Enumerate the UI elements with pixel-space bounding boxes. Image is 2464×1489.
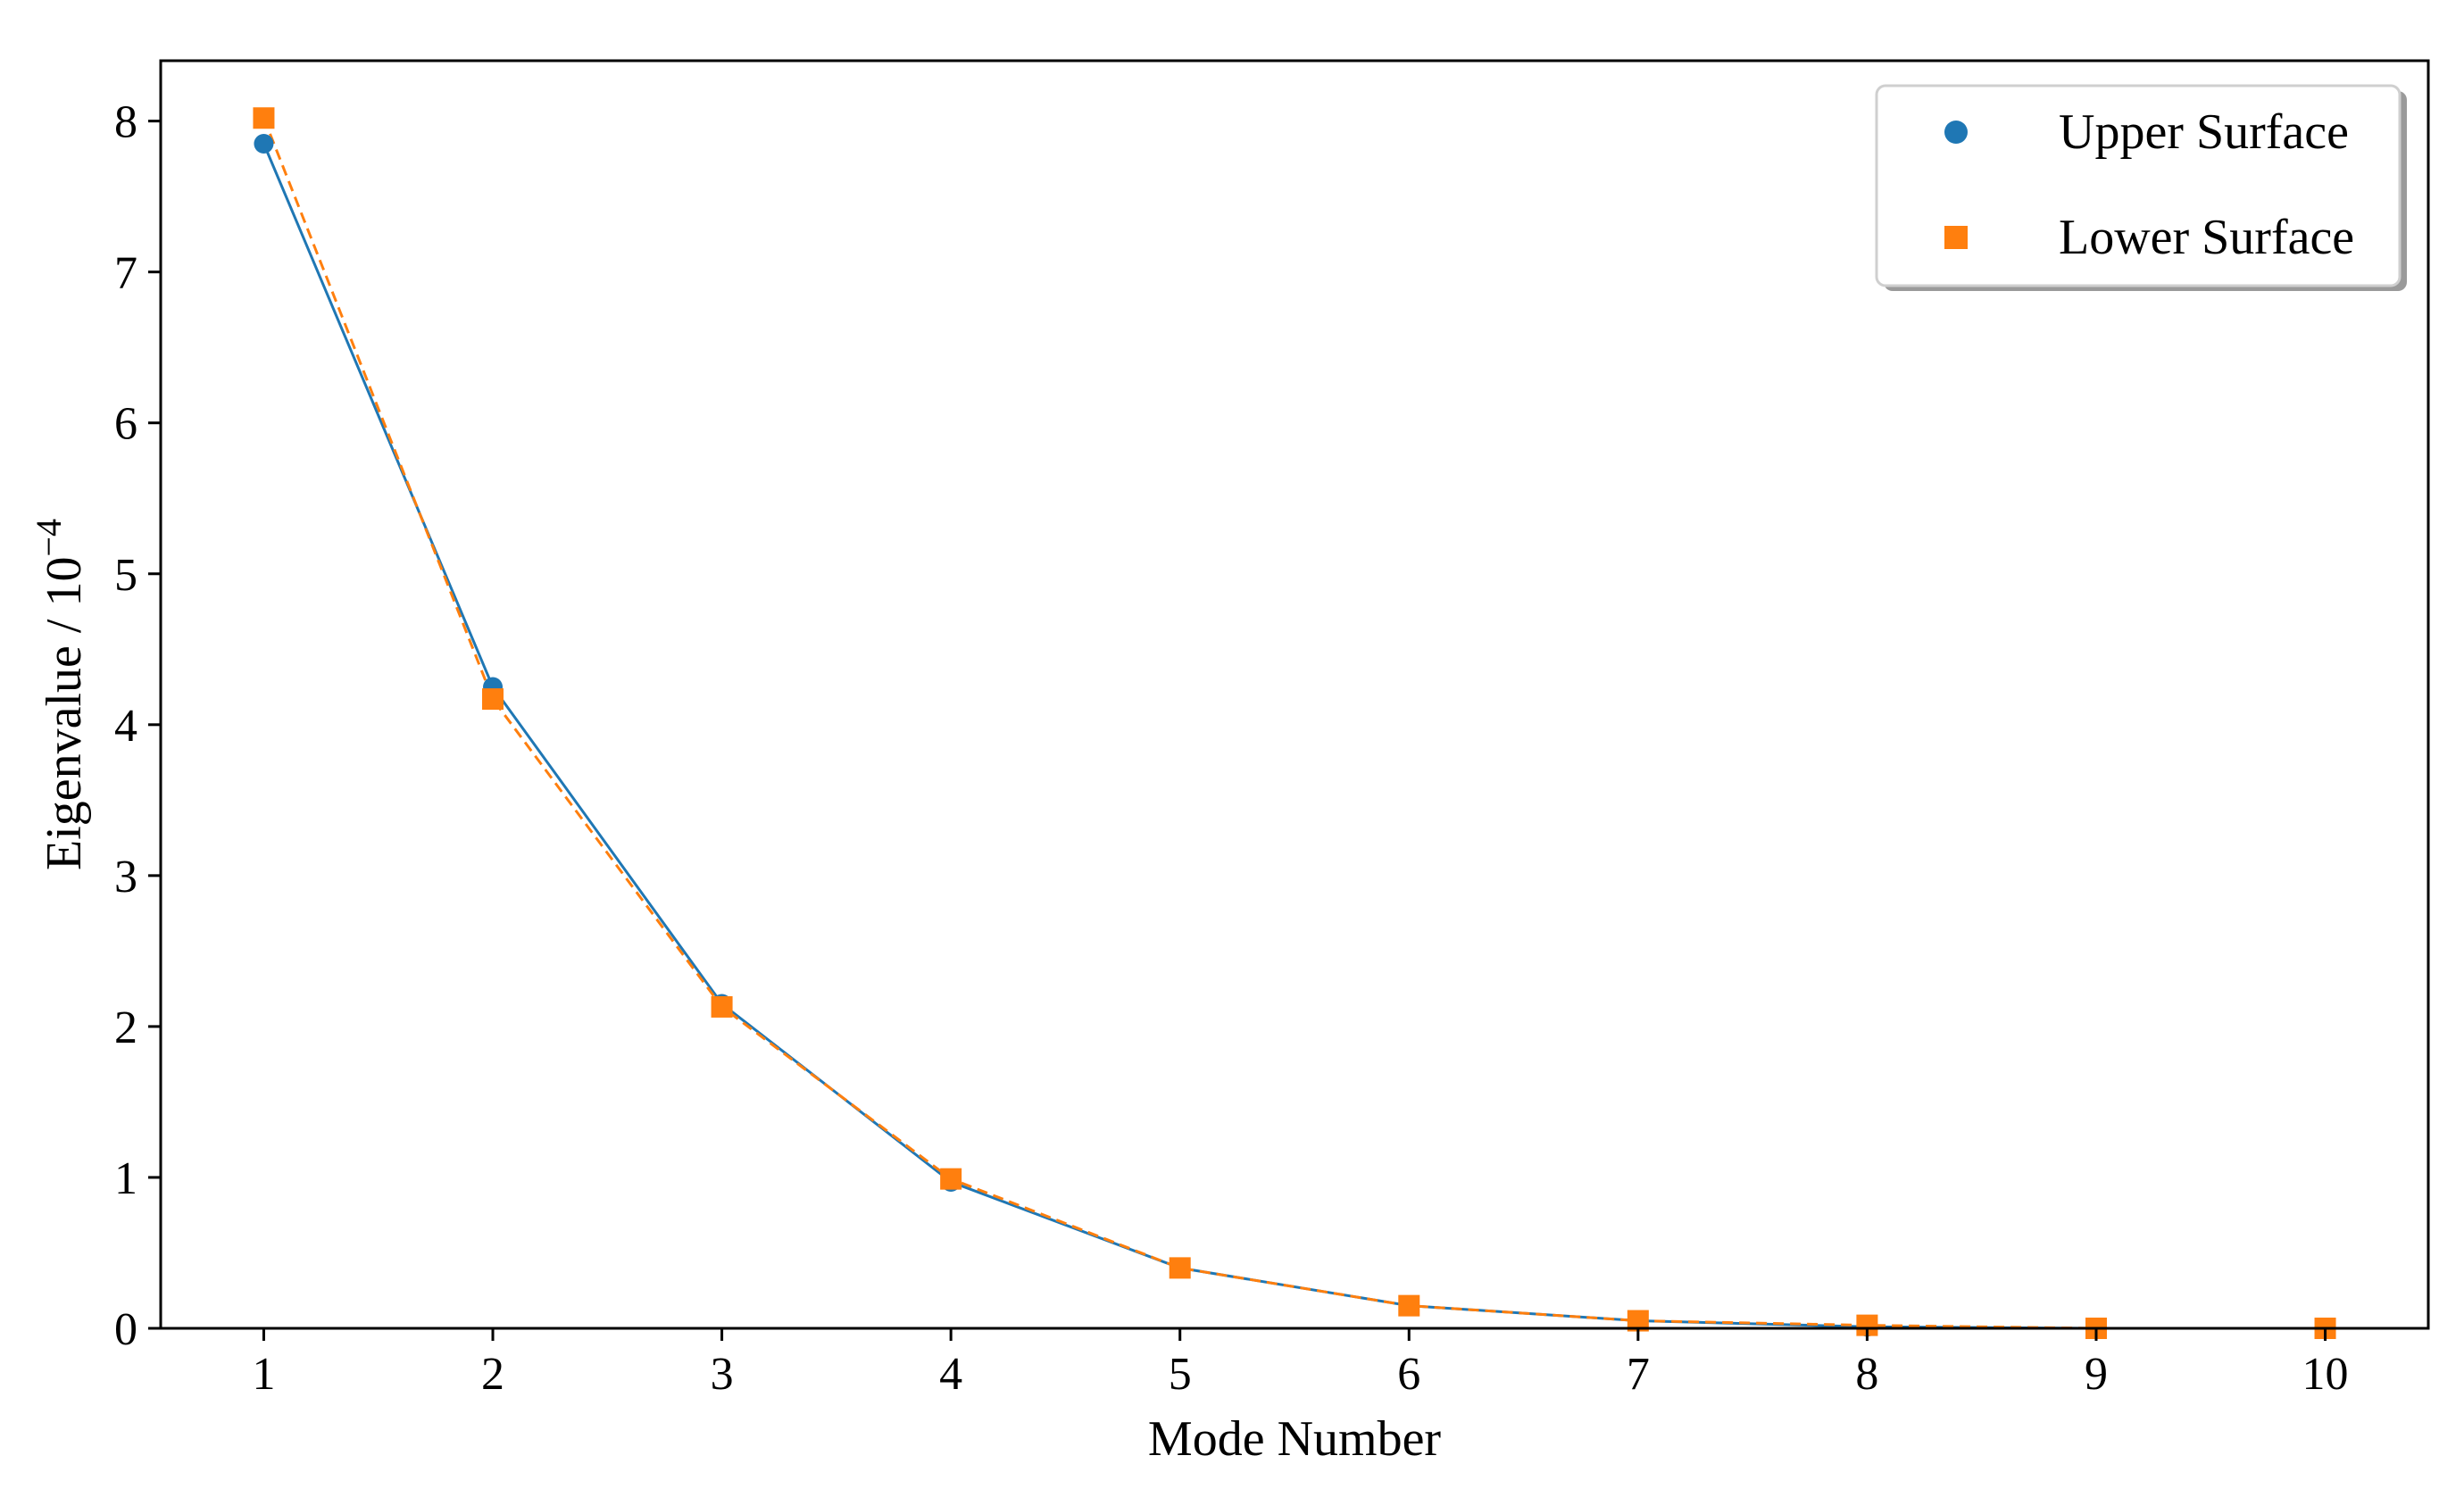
x-tick-label: 10 (2302, 1349, 2349, 1400)
lower-surface-point (253, 107, 275, 129)
y-tick-label: 3 (114, 852, 137, 903)
series-line-0 (262, 143, 2326, 1330)
lower-surface-point (1398, 1294, 1420, 1317)
legend-label: Lower Surface (2059, 210, 2354, 265)
y-tick-label: 5 (114, 550, 137, 601)
y-tick-label: 0 (114, 1304, 137, 1355)
lower-surface-point (711, 995, 733, 1018)
legend-marker-square (1944, 226, 1968, 249)
y-axis-label-main: Eigenvalue / 10 (37, 557, 92, 870)
legend-label: Upper Surface (2059, 104, 2349, 160)
y-tick-label: 1 (114, 1153, 137, 1204)
series-line-1 (262, 117, 2326, 1330)
plot-frame (159, 59, 2430, 1330)
x-tick-label: 8 (1855, 1349, 1878, 1400)
x-tick-label: 1 (252, 1349, 275, 1400)
upper-surface-point (254, 133, 274, 154)
x-tick-label: 2 (481, 1349, 504, 1400)
x-tick-label: 7 (1627, 1349, 1650, 1400)
lower-surface-point (1169, 1257, 1191, 1279)
x-axis-label: Mode Number (1148, 1411, 1442, 1467)
lower-surface-point (482, 688, 504, 711)
y-tick-label: 2 (114, 1002, 137, 1053)
legend: Upper Surface Lower Surface (1875, 84, 2407, 291)
y-tick-label: 6 (114, 399, 137, 450)
x-tick-label: 4 (939, 1349, 962, 1400)
legend-box (1875, 84, 2402, 287)
y-axis-label-exponent: −4 (29, 519, 69, 557)
y-axis-label: Eigenvalue / 10−4 (29, 519, 92, 870)
x-tick-label: 6 (1397, 1349, 1420, 1400)
legend-entries: Upper Surface Lower Surface (1944, 104, 2354, 265)
y-tick-label: 4 (114, 701, 137, 752)
y-tick-label: 7 (114, 248, 137, 299)
y-axis-ticks: 0 1 2 3 4 5 6 7 8 (114, 97, 161, 1355)
x-tick-label: 3 (711, 1349, 734, 1400)
x-tick-label: 9 (2085, 1349, 2108, 1400)
y-tick-label: 8 (114, 97, 137, 148)
data-layer (253, 107, 2336, 1339)
x-axis-ticks: 1 2 3 4 5 6 7 8 9 10 (252, 1328, 2349, 1400)
lower-surface-point (940, 1168, 962, 1190)
x-tick-label: 5 (1169, 1349, 1192, 1400)
legend-marker-circle (1944, 121, 1968, 144)
